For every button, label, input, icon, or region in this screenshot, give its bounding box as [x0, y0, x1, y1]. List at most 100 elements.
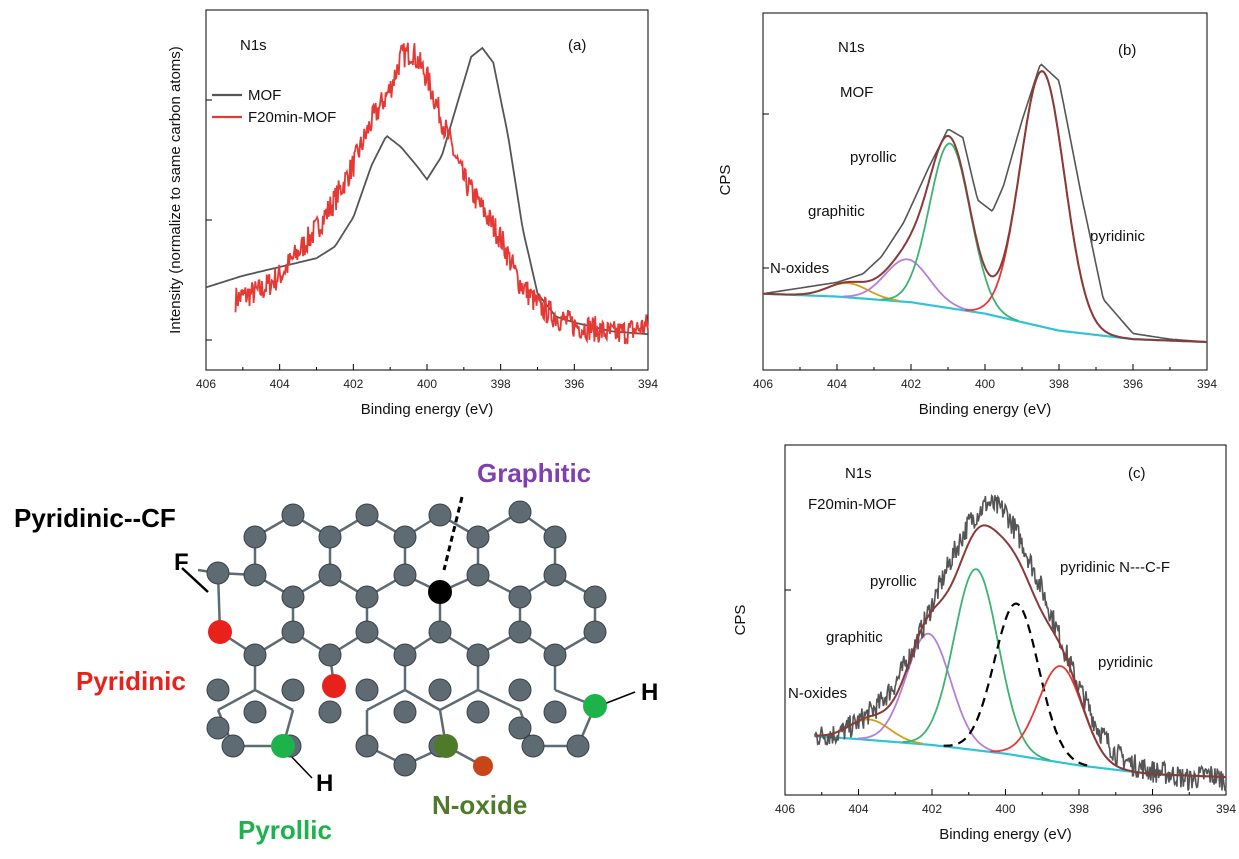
label-f: F: [174, 549, 189, 576]
carbon-atom: [583, 585, 607, 609]
bond: [217, 688, 256, 712]
carbon-atom: [206, 716, 230, 740]
peak-pyrollic: [902, 568, 1051, 761]
peak-pyridinic: [965, 70, 1120, 338]
label-graphitic: Graphitic: [477, 458, 591, 488]
oxygen-atom: [473, 756, 493, 776]
carbon-atom: [243, 700, 267, 724]
fit-envelope: [762, 70, 1207, 343]
carbon-atom: [243, 563, 267, 587]
legend-label: MOF: [248, 87, 281, 104]
legend-label: F20min-MOF: [248, 109, 336, 126]
x-tick-label: 402: [901, 377, 921, 391]
annotation-f20min-mof: F20min-MOF: [808, 496, 896, 513]
carbon-atom: [281, 620, 305, 644]
x-axis-title: Binding energy (eV): [939, 826, 1072, 843]
annotation-mof: MOF: [840, 84, 873, 101]
label-h: H: [641, 679, 658, 706]
molecule-diagram: Pyridinic--CF Graphitic Pyridinic Pyrollic N…: [14, 458, 658, 845]
carbon-atom: [428, 620, 452, 644]
carbon-atom: [318, 643, 342, 667]
panel-label: (b): [1118, 42, 1136, 59]
annotation-pyrollic: pyrollic: [870, 573, 917, 590]
carbon-atom: [318, 525, 342, 549]
carbon-atom: [466, 700, 490, 724]
peak-graphitic: [843, 258, 972, 312]
x-tick-label: 404: [827, 377, 847, 391]
carbon-atom: [508, 716, 532, 740]
x-tick-label: 396: [564, 377, 584, 391]
carbon-atom: [393, 700, 417, 724]
annotation-pyridinic: pyridinic: [1090, 228, 1146, 245]
carbon-atom: [543, 643, 567, 667]
pyrollic-n-atom: [271, 734, 295, 758]
carbon-atom: [521, 734, 545, 758]
x-tick-label: 396: [1142, 802, 1162, 816]
x-axis-title: Binding energy (eV): [361, 401, 494, 418]
carbon-atom: [543, 563, 567, 587]
x-tick-label: 404: [270, 377, 290, 391]
carbon-atom: [543, 525, 567, 549]
carbon-atom: [355, 678, 379, 702]
x-tick-label: 406: [775, 802, 795, 816]
carbon-atom: [466, 643, 490, 667]
pyrollic-n-atom: [583, 694, 607, 718]
raw-spectrum: [762, 63, 1208, 343]
x-tick-label: 406: [753, 377, 773, 391]
x-tick-label: 398: [491, 377, 511, 391]
bond: [366, 688, 406, 712]
label-pyrollic: Pyrollic: [238, 815, 332, 845]
carbon-atom: [466, 525, 490, 549]
annotation-pyridinic: pyridinic: [1098, 654, 1154, 671]
carbon-atom: [243, 525, 267, 549]
bond: [404, 688, 441, 712]
carbon-atom: [355, 620, 379, 644]
f-bond: [181, 567, 209, 593]
carbon-atom: [393, 643, 417, 667]
fit-envelope: [814, 524, 1227, 779]
panel-a: 406 404 402 400 398 396 394 Binding energy (eV)…: [167, 9, 658, 418]
plot-frame: [205, 9, 649, 371]
panel-c: 406 404 402 400 398 396 394 Binding energy (eV)…: [732, 444, 1236, 843]
y-axis-title: CPS: [732, 605, 749, 636]
label-h: H: [316, 770, 333, 797]
carbon-atom: [508, 500, 532, 524]
carbon-atom: [318, 700, 342, 724]
x-tick-label: 396: [1123, 377, 1143, 391]
graphitic-n-atom: [428, 580, 452, 604]
carbon-atom: [583, 620, 607, 644]
carbon-atom: [466, 563, 490, 587]
pyridinic-n-atom: [322, 674, 346, 698]
carbon-atom: [543, 700, 567, 724]
x-tick-label: 400: [417, 377, 437, 391]
n-oxide-atom: [434, 734, 458, 758]
carbon-atom: [428, 678, 452, 702]
h-bond: [603, 691, 636, 705]
carbon-atom: [566, 734, 590, 758]
x-tick-label: 406: [196, 377, 216, 391]
annotation-pyridinic-n-c-f: pyridinic N---C-F: [1060, 559, 1170, 576]
raw-spectrum: [813, 493, 1227, 792]
x-tick-label: 394: [1197, 377, 1217, 391]
x-axis-title: Binding energy (eV): [919, 401, 1052, 418]
x-tick-label: 402: [922, 802, 942, 816]
x-tick-label: 400: [975, 377, 995, 391]
carbon-atom: [508, 678, 532, 702]
carbon-atom: [393, 563, 417, 587]
carbon-atom: [508, 585, 532, 609]
bond: [477, 688, 521, 712]
carbon-atom: [281, 585, 305, 609]
x-tick-label: 398: [1049, 377, 1069, 391]
carbon-atom: [243, 643, 267, 667]
plot-frame: [762, 12, 1208, 371]
label-pyridinic: Pyridinic: [76, 666, 186, 696]
series-line-f20min-mof: [234, 42, 649, 345]
carbon-atom: [508, 620, 532, 644]
baseline-curve: [814, 735, 1227, 779]
carbon-atom: [428, 503, 452, 527]
x-tick-label: 402: [343, 377, 363, 391]
label-pyridinic-cf: Pyridinic--CF: [14, 503, 176, 533]
annotation-graphitic: graphitic: [808, 203, 865, 220]
x-tick-label: 398: [1069, 802, 1089, 816]
